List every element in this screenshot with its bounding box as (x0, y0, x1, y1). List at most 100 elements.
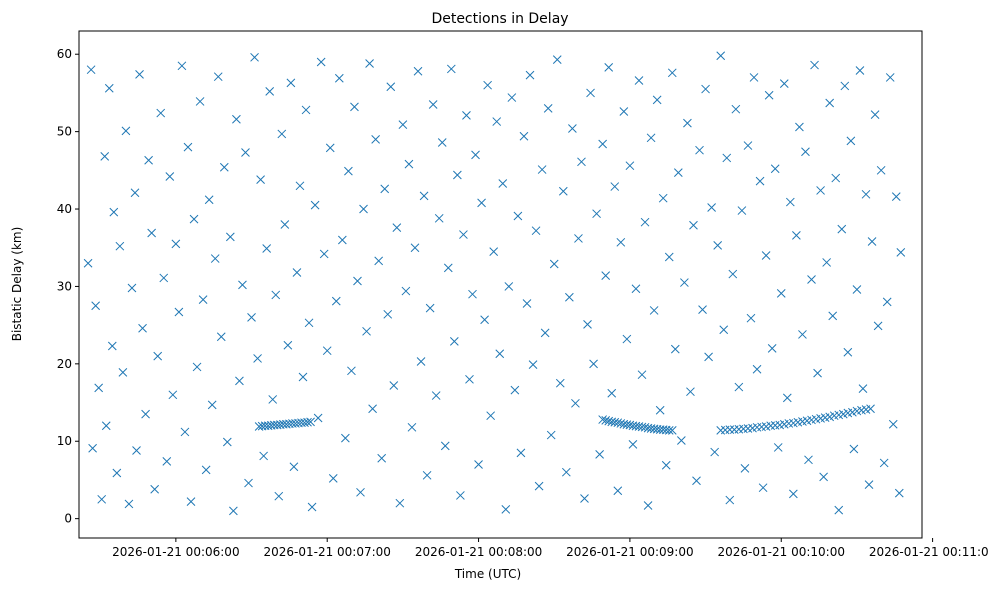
data-point-noise (280, 220, 290, 229)
data-point-noise (274, 491, 284, 501)
data-point-noise (91, 301, 101, 311)
x-tick-label: 2026-01-21 00:06:00 (112, 545, 239, 559)
data-point-noise (380, 184, 390, 194)
data-point-noise (870, 110, 880, 119)
data-point-noise (888, 419, 898, 429)
data-point-noise (882, 297, 892, 307)
data-point-noise (132, 446, 141, 455)
data-point-noise (640, 217, 650, 227)
data-point-noise (834, 505, 844, 515)
data-point-noise (307, 502, 317, 512)
data-point-noise (692, 476, 701, 486)
data-point-noise (770, 164, 780, 174)
data-point-noise (755, 176, 765, 186)
data-point-noise (250, 52, 259, 62)
y-tick-label: 0 (64, 512, 72, 526)
data-point-noise (468, 289, 477, 299)
data-point-noise (782, 393, 792, 403)
data-point-noise (147, 228, 156, 238)
data-point-track-2 (601, 415, 611, 425)
data-point-noise (337, 235, 347, 245)
data-point-noise (350, 102, 359, 112)
data-point-noise (241, 148, 250, 157)
data-point-noise (383, 309, 393, 319)
data-point-noise (353, 276, 362, 286)
data-point-noise (698, 305, 707, 315)
data-point-noise (404, 159, 414, 169)
data-point-noise (661, 460, 671, 470)
data-point-noise (852, 285, 862, 294)
data-point-noise (416, 357, 426, 366)
data-point-noise (201, 465, 211, 475)
data-point-noise (737, 206, 747, 215)
data-point-noise (828, 311, 838, 321)
data-point-noise (598, 139, 608, 149)
data-point-noise (183, 142, 193, 152)
data-point-noise (813, 368, 822, 378)
data-point-noise (195, 97, 205, 106)
data-point-noise (628, 439, 638, 449)
y-tick-label: 60 (57, 47, 72, 61)
data-point-noise (362, 326, 371, 336)
data-point-noise (453, 170, 462, 180)
x-axis-ticks: 2026-01-21 00:06:00 2026-01-21 00:07:00 20… (112, 538, 988, 559)
y-axis-ticks: 0 10 20 30 40 50 60 (57, 47, 79, 526)
data-point-noise (719, 325, 729, 335)
data-point-noise (583, 320, 592, 329)
data-point-noise (610, 182, 620, 191)
data-point-noise (440, 441, 450, 451)
data-point-noise (115, 241, 125, 251)
data-point-noise (543, 104, 553, 113)
data-point-noise (867, 237, 877, 246)
data-point-noise (83, 258, 93, 268)
data-point-noise (210, 254, 220, 263)
data-point-noise (107, 341, 117, 351)
data-point-noise (289, 462, 299, 472)
data-point-noise (873, 321, 883, 331)
data-point-noise (495, 349, 505, 359)
x-tick-label: 2026-01-21 00:07:00 (263, 545, 390, 559)
y-tick-label: 40 (57, 202, 72, 216)
data-point-noise (259, 451, 268, 461)
data-point-track-2 (598, 415, 608, 424)
data-point-noise (649, 306, 659, 315)
data-point-noise (186, 497, 196, 506)
data-point-noise (825, 98, 835, 108)
data-point-noise (124, 499, 134, 509)
data-point-noise (552, 55, 562, 64)
data-point-track-2 (664, 426, 674, 435)
data-point-noise (465, 374, 474, 384)
data-point-noise (425, 303, 435, 313)
data-point-noise (749, 73, 759, 82)
data-point-noise (876, 165, 886, 175)
data-point-noise (446, 64, 456, 74)
x-axis-label: Time (UTC) (454, 567, 521, 581)
data-point-noise (344, 166, 353, 176)
data-point-noise (773, 443, 783, 452)
data-points (83, 51, 906, 516)
data-point-noise (810, 60, 819, 70)
data-point-noise (555, 378, 565, 388)
data-point-noise (589, 359, 598, 369)
data-point-noise (519, 131, 529, 141)
data-point-noise (489, 247, 499, 256)
data-point-noise (112, 468, 122, 478)
data-point-noise (673, 168, 683, 178)
data-point-noise (677, 436, 686, 445)
data-point-noise (328, 474, 338, 483)
data-point-noise (528, 360, 538, 369)
data-point-noise (689, 220, 698, 230)
data-point-noise (622, 334, 632, 344)
data-point-noise (891, 192, 901, 201)
data-point-track-2 (667, 426, 677, 435)
data-point-noise (168, 390, 178, 400)
data-point-noise (165, 172, 175, 181)
data-point-noise (477, 198, 486, 208)
data-point-noise (256, 175, 265, 184)
data-point-noise (840, 81, 850, 91)
data-point-noise (710, 447, 720, 457)
data-point-noise (480, 315, 489, 325)
data-point-noise (392, 223, 402, 232)
data-point-noise (407, 422, 417, 432)
data-point-noise (334, 73, 344, 83)
